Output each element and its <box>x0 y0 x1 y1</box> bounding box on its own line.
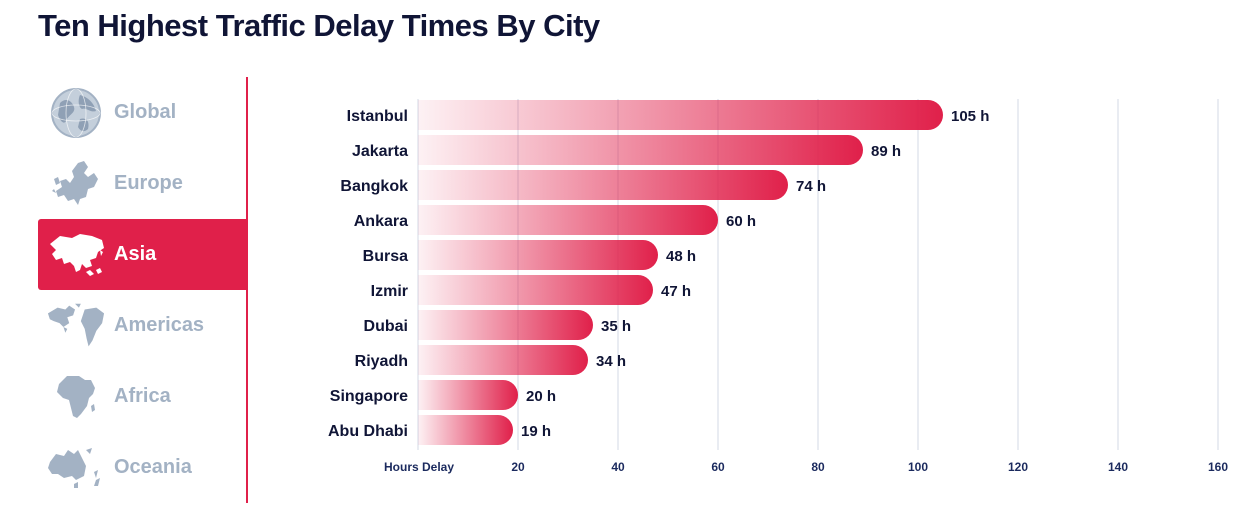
category-label: Abu Dhabi <box>328 423 408 440</box>
bar-bursa <box>418 240 658 270</box>
bar-singapore <box>418 380 518 410</box>
category-label: Izmir <box>371 283 408 300</box>
x-tick-label: 120 <box>1008 460 1028 474</box>
category-label: Bursa <box>363 248 408 265</box>
region-tab-global[interactable]: Global <box>38 77 246 148</box>
bar-bangkok <box>418 170 788 200</box>
x-tick-label: 160 <box>1208 460 1228 474</box>
x-tick-label: 20 <box>511 460 525 474</box>
category-label: Jakarta <box>352 143 408 160</box>
bar-value-label: 19 h <box>521 423 551 440</box>
bar-riyadh <box>418 345 588 375</box>
region-label: Africa <box>114 385 171 407</box>
region-sidebar: Global Europe Asia <box>38 77 248 503</box>
x-tick-label: 140 <box>1108 460 1128 474</box>
bar-dubai <box>418 310 593 340</box>
category-label: Singapore <box>330 388 408 405</box>
region-tab-oceania[interactable]: Oceania <box>38 432 246 503</box>
x-tick-label: 100 <box>908 460 928 474</box>
category-label: Ankara <box>354 213 408 230</box>
sidebar-divider <box>246 77 248 503</box>
region-label: Asia <box>114 243 157 265</box>
page-title: Ten Highest Traffic Delay Times By City <box>38 8 600 43</box>
region-label: Oceania <box>114 456 192 478</box>
africa-map-icon <box>46 369 106 425</box>
globe-icon <box>46 85 106 141</box>
bar-value-label: 48 h <box>666 248 696 265</box>
x-tick-label: 40 <box>611 460 625 474</box>
region-tab-europe[interactable]: Europe <box>38 148 246 219</box>
bar-value-label: 47 h <box>661 283 691 300</box>
bar-value-label: 20 h <box>526 388 556 405</box>
category-label: Riyadh <box>355 353 408 370</box>
bar-value-label: 89 h <box>871 143 901 160</box>
bar-abu-dhabi <box>418 415 513 445</box>
europe-map-icon <box>46 156 106 212</box>
region-label: Global <box>114 101 177 123</box>
x-tick-label: 80 <box>811 460 825 474</box>
traffic-delay-chart: Istanbul 105 h Jakarta 89 h Bangkok 74 h Ankar… <box>328 99 1228 474</box>
bar-value-label: 105 h <box>951 108 989 125</box>
bar-value-label: 60 h <box>726 213 756 230</box>
category-label: Bangkok <box>340 178 408 195</box>
category-label: Istanbul <box>347 108 408 125</box>
region-label: Americas <box>114 314 205 336</box>
oceania-map-icon <box>46 440 106 496</box>
americas-map-icon <box>46 298 106 354</box>
x-axis-label: Hours Delay <box>384 460 454 474</box>
bar-value-label: 74 h <box>796 178 826 195</box>
bar-jakarta <box>418 135 863 165</box>
x-tick-label: 60 <box>711 460 725 474</box>
bar-value-label: 34 h <box>596 353 626 370</box>
region-tab-africa[interactable]: Africa <box>38 361 246 432</box>
region-tab-asia[interactable]: Asia <box>38 219 246 290</box>
bar-ankara <box>418 205 718 235</box>
region-label: Europe <box>114 172 183 194</box>
category-label: Dubai <box>364 318 408 335</box>
asia-map-icon <box>46 227 106 283</box>
bar-istanbul <box>418 100 943 130</box>
bar-izmir <box>418 275 653 305</box>
region-tab-americas[interactable]: Americas <box>38 290 246 361</box>
bar-value-label: 35 h <box>601 318 631 335</box>
